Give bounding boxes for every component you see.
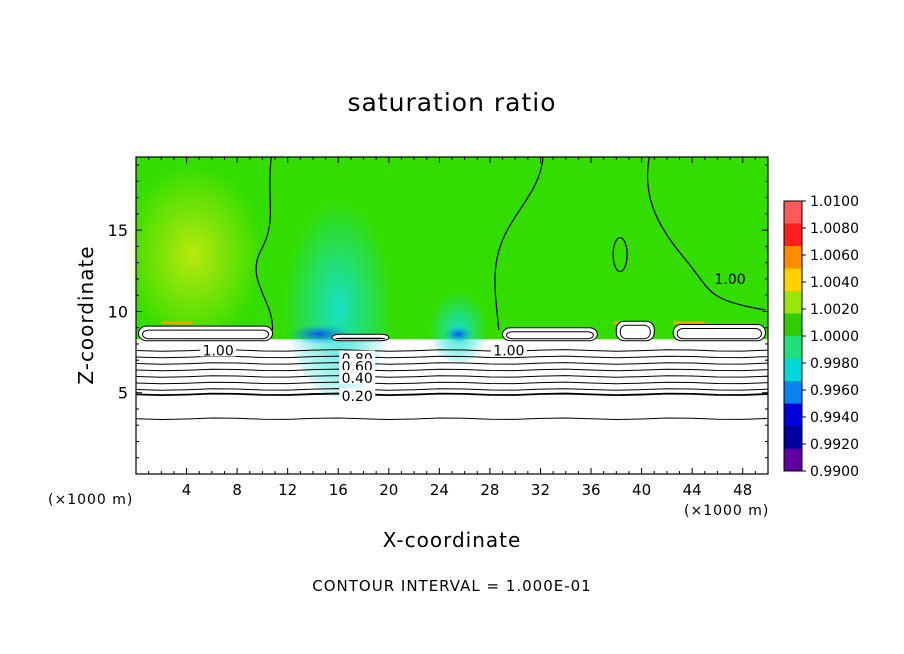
x-tick-label: 40 <box>632 481 651 499</box>
contour-level-line <box>135 388 769 391</box>
x-tick-label: 32 <box>531 481 550 499</box>
x-tick-label: 28 <box>480 481 499 499</box>
cloud-blob-contour <box>142 329 270 340</box>
cloud-blob-contour <box>506 331 594 340</box>
y-tick-label: 15 <box>108 221 128 240</box>
contour-level-line <box>135 368 769 372</box>
contour-label: 1.00 <box>714 272 745 288</box>
contour-label-bg <box>339 387 376 402</box>
cloud-blob-contour <box>619 324 651 340</box>
x-unit-label: (×1000 m) <box>684 503 770 519</box>
supersaturated-patch <box>122 164 263 345</box>
colorbar-label: 0.9900 <box>810 464 859 480</box>
colorbar-swatch <box>784 358 802 381</box>
colorbar-label: 1.0080 <box>810 221 859 237</box>
colorbar-swatch <box>784 201 802 224</box>
contour-line-1-00 <box>255 156 274 331</box>
x-tick-label: 36 <box>581 481 600 499</box>
contour-loop <box>612 236 628 273</box>
colorbar-label: 1.0040 <box>810 275 859 291</box>
y-unit-label: (×1000 m) <box>48 492 134 508</box>
subsaturated-plume <box>428 282 489 363</box>
cloud-edge <box>673 321 705 325</box>
contour-label-bg <box>339 370 376 385</box>
colorbar-swatch <box>784 381 802 404</box>
x-tick-label: 12 <box>278 481 297 499</box>
contour-label-bg <box>200 342 237 357</box>
colorbar-swatch <box>784 246 802 269</box>
chart-title: saturation ratio <box>347 88 557 117</box>
y-axis-label: Z-coordinate <box>74 245 98 385</box>
contour-label: 0.20 <box>342 389 373 405</box>
colorbar-label: 1.0100 <box>810 194 859 210</box>
contour-label-bg <box>490 342 527 357</box>
colorbar-swatch <box>784 403 802 426</box>
cloud-blob-contour <box>335 337 386 340</box>
x-tick-label: 20 <box>379 481 398 499</box>
y-tick-label: 5 <box>118 384 128 403</box>
x-tick-label: 48 <box>733 481 752 499</box>
colorbar-swatch <box>784 268 802 291</box>
colorbar-swatch <box>784 313 802 336</box>
colorbar-swatch <box>784 448 802 471</box>
colorbar-swatch <box>784 426 802 449</box>
colorbar-label: 1.0000 <box>810 329 859 345</box>
colorbar-label: 0.9980 <box>810 356 859 372</box>
colorbar-label: 0.9960 <box>810 383 859 399</box>
subsaturated-core <box>444 326 473 343</box>
cloud-edge <box>161 321 193 325</box>
contour-level-line <box>135 392 769 397</box>
cloud-blob-contour <box>676 327 762 340</box>
contour-level-line <box>135 375 769 378</box>
x-tick-label: 24 <box>430 481 449 499</box>
colorbar-swatch <box>784 336 802 359</box>
x-tick-label: 8 <box>232 481 242 499</box>
contour-interval-note: CONTOUR INTERVAL = 1.000E-01 <box>312 577 592 595</box>
contour-label: 1.00 <box>493 343 524 359</box>
contour-level-line <box>135 355 769 359</box>
colorbar-label: 1.0060 <box>810 248 859 264</box>
x-tick-label: 44 <box>683 481 702 499</box>
cloud-blob <box>502 327 598 342</box>
x-axis-label: X-coordinate <box>382 528 522 552</box>
colorbar-label: 0.9920 <box>810 437 859 453</box>
contour-level-line <box>135 349 769 352</box>
x-tick-label: 16 <box>329 481 348 499</box>
x-tick-label: 4 <box>182 481 192 499</box>
cloud-blob <box>615 320 655 342</box>
colorbar-label: 1.0020 <box>810 302 859 318</box>
colorbar-swatch <box>784 291 802 314</box>
contour-line-1-00 <box>646 156 766 311</box>
colorbar-swatch <box>784 223 802 246</box>
y-tick-label: 10 <box>108 302 128 321</box>
colorbar-label: 0.9940 <box>810 410 859 426</box>
cloud-blob <box>331 333 390 342</box>
contour-label: 0.40 <box>342 371 373 387</box>
contour-line-1-00 <box>494 156 544 331</box>
contour-label: 1.00 <box>203 343 234 359</box>
contour-level-line <box>135 362 769 365</box>
contour-level-line <box>135 381 769 385</box>
contour-level-line <box>135 417 769 421</box>
contour-label-bg <box>339 358 376 373</box>
